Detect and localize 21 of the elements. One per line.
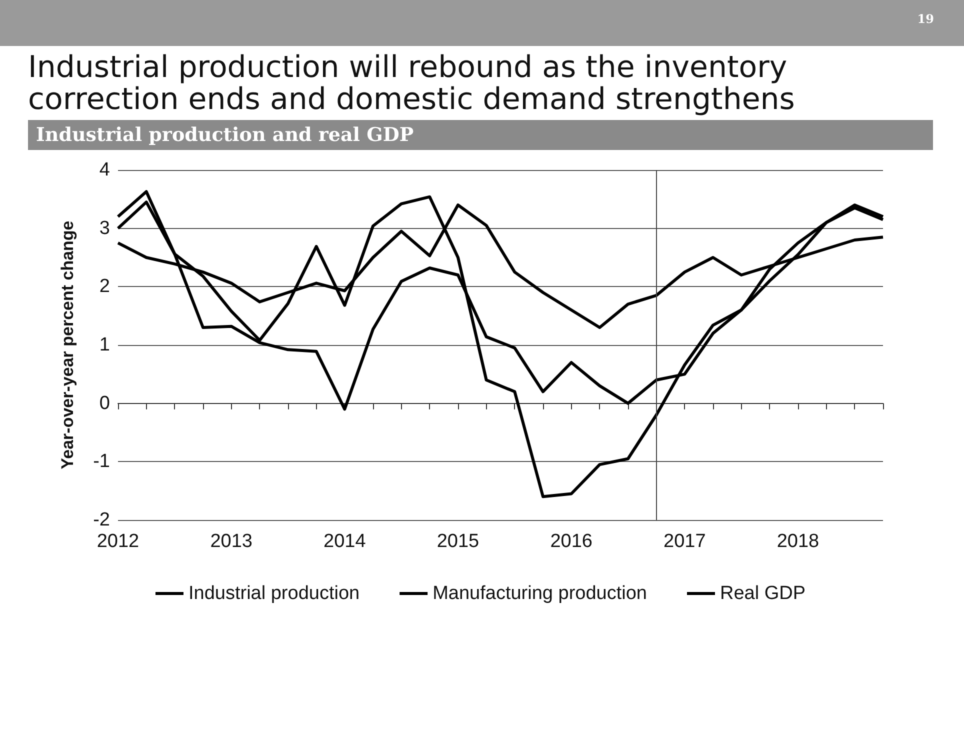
x-tick-label: 2012: [96, 531, 140, 552]
y-tick-label: -1: [93, 451, 110, 472]
text: 19: [917, 12, 934, 26]
legend-label: Manufacturing production: [432, 583, 648, 604]
y-tick-label: 2: [99, 276, 110, 298]
y-tick-label: 3: [99, 218, 110, 239]
x-tick-label: 2014: [324, 531, 366, 552]
x-tick-label: 2013: [210, 531, 252, 552]
y-tick-label: 0: [99, 392, 110, 414]
legend-label: Industrial production: [188, 583, 360, 604]
y-tick-label: -2: [93, 510, 110, 530]
y-tick-label: 4: [99, 160, 110, 180]
x-tick-label: 2017: [664, 531, 706, 552]
y-tick-label: 1: [99, 334, 110, 356]
x-tick-label: 2015: [436, 531, 480, 552]
y-axis-title: Year-over-year percent change: [58, 220, 77, 470]
chart-subtitle: Industrial production and real GDP: [28, 120, 933, 150]
chart-title: Industrial production will rebound as the inventory correction ends and domestic demand strengthens: [28, 50, 796, 117]
legend-label: Real GDP: [720, 583, 806, 604]
x-tick-label: 2016: [550, 531, 592, 552]
x-tick-label: 2018: [776, 531, 820, 552]
